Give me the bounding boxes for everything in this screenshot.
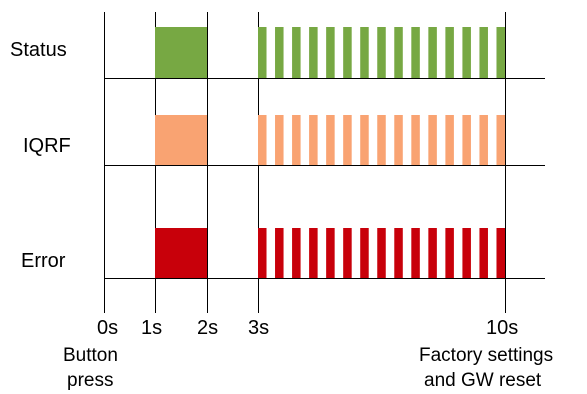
tick-label-3s: 3s xyxy=(248,317,269,339)
blink-pulse-status xyxy=(428,27,437,78)
blink-pulse-status xyxy=(360,27,369,78)
blink-pulse-status xyxy=(394,27,403,78)
annotation-button: Button xyxy=(63,345,118,366)
signal-pulses xyxy=(155,27,505,278)
blink-pulse-error xyxy=(377,228,386,278)
blink-pulse-error xyxy=(462,228,471,278)
blink-pulse-error xyxy=(258,228,267,278)
blink-pulse-error xyxy=(394,228,403,278)
blink-pulse-status xyxy=(496,27,505,78)
blink-pulse-status xyxy=(411,27,420,78)
tick-label-1s: 1s xyxy=(141,317,162,339)
blink-pulse-iqrf xyxy=(445,115,454,165)
blink-pulse-iqrf xyxy=(275,115,284,165)
blink-pulse-status xyxy=(462,27,471,78)
blink-pulse-error xyxy=(496,228,505,278)
blink-pulse-status xyxy=(275,27,284,78)
blink-pulse-iqrf xyxy=(377,115,386,165)
blink-pulse-error xyxy=(275,228,284,278)
blink-pulse-error xyxy=(445,228,454,278)
blink-pulse-iqrf xyxy=(292,115,301,165)
blink-pulse-iqrf xyxy=(462,115,471,165)
blink-pulse-iqrf xyxy=(394,115,403,165)
blink-pulse-error xyxy=(343,228,352,278)
blink-pulse-status xyxy=(445,27,454,78)
blink-pulse-status xyxy=(326,27,335,78)
tick-label-10s: 10s xyxy=(486,317,518,339)
blink-pulse-iqrf xyxy=(343,115,352,165)
solid-pulse-error xyxy=(155,228,207,278)
blink-pulse-iqrf xyxy=(309,115,318,165)
annotation-gw-reset: and GW reset xyxy=(424,370,542,391)
blink-pulse-status xyxy=(258,27,267,78)
blink-pulse-status xyxy=(343,27,352,78)
blink-pulse-status xyxy=(377,27,386,78)
blink-pulse-iqrf xyxy=(411,115,420,165)
blink-pulse-error xyxy=(326,228,335,278)
annotation-factory-settings: Factory settings xyxy=(419,345,553,366)
blink-pulse-error xyxy=(428,228,437,278)
blink-pulse-iqrf xyxy=(326,115,335,165)
blink-pulse-error xyxy=(411,228,420,278)
blink-pulse-status xyxy=(309,27,318,78)
blink-pulse-iqrf xyxy=(428,115,437,165)
blink-pulse-iqrf xyxy=(360,115,369,165)
tick-label-2s: 2s xyxy=(197,317,218,339)
blink-pulse-error xyxy=(292,228,301,278)
blink-pulse-error xyxy=(479,228,488,278)
annotation-press: press xyxy=(67,370,113,391)
signal-label-status: Status xyxy=(10,39,67,61)
blink-pulse-status xyxy=(479,27,488,78)
blink-pulse-iqrf xyxy=(258,115,267,165)
blink-pulse-iqrf xyxy=(496,115,505,165)
blink-pulse-error xyxy=(360,228,369,278)
signal-label-iqrf: IQRF xyxy=(23,135,71,157)
solid-pulse-iqrf xyxy=(155,115,207,165)
blink-pulse-error xyxy=(309,228,318,278)
tick-label-0s: 0s xyxy=(97,317,118,339)
blink-pulse-status xyxy=(292,27,301,78)
solid-pulse-status xyxy=(155,27,207,78)
blink-pulse-iqrf xyxy=(479,115,488,165)
signal-label-error: Error xyxy=(21,250,66,272)
